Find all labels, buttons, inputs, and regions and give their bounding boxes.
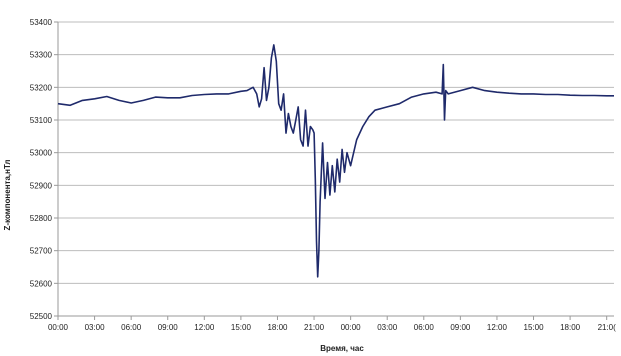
x-tick-label: 15:00 xyxy=(524,323,545,332)
x-tick-labels: 00:00 03:00 06:00 09:00 12:00 15:00 18:00 21:00… xyxy=(48,323,616,332)
data-line xyxy=(57,44,614,278)
x-tick-label: 00:00 xyxy=(48,323,69,332)
x-tick-label: 18:00 xyxy=(560,323,581,332)
y-tick-label: 52500 xyxy=(30,312,53,321)
series-line xyxy=(57,44,614,278)
x-axis-title: Время, час xyxy=(320,344,364,353)
x-tick-label: 09:00 xyxy=(158,323,179,332)
x-tick-label: 03:00 xyxy=(85,323,106,332)
y-axis-title: Z-компонента,нТл xyxy=(3,160,12,231)
y-tick-label: 52900 xyxy=(30,181,53,190)
y-tick-label: 52600 xyxy=(30,279,53,288)
x-tick-label: 15:00 xyxy=(231,323,252,332)
x-tick-label: 21:0( xyxy=(598,323,617,332)
y-tick-label: 53300 xyxy=(30,51,53,60)
x-tick-label: 12:00 xyxy=(194,323,215,332)
x-tick-label: 18:00 xyxy=(267,323,288,332)
axes xyxy=(54,21,614,320)
x-tick-label: 06:00 xyxy=(414,323,435,332)
y-tick-labels: 52500 52600 52700 52800 52900 53000 53100 53200… xyxy=(30,18,53,321)
y-tick-label: 53200 xyxy=(30,83,53,92)
y-tick-label: 52800 xyxy=(30,214,53,223)
x-tick-label: 21:00 xyxy=(304,323,325,332)
y-tick-label: 53400 xyxy=(30,18,53,27)
x-tick-label: 03:00 xyxy=(377,323,398,332)
x-tick-label: 06:00 xyxy=(121,323,142,332)
y-tick-label: 53100 xyxy=(30,116,53,125)
y-tick-label: 52700 xyxy=(30,247,53,256)
x-tick-label: 00:00 xyxy=(341,323,362,332)
x-tick-label: 12:00 xyxy=(487,323,508,332)
x-tick-label: 09:00 xyxy=(450,323,471,332)
y-tick-label: 53000 xyxy=(30,149,53,158)
